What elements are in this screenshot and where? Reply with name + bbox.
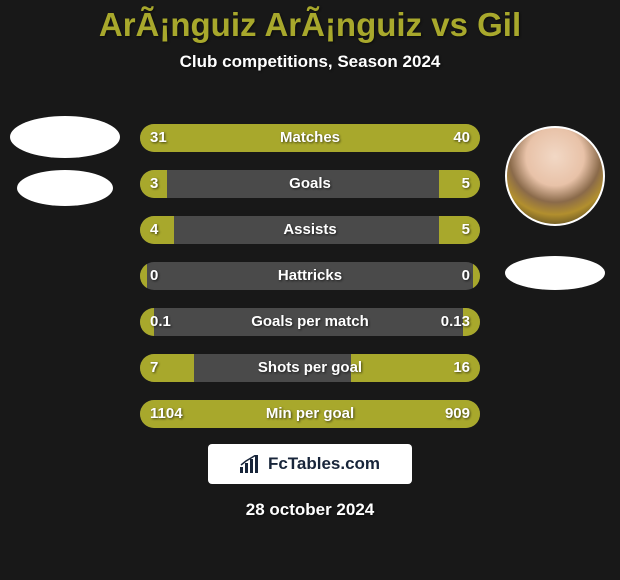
left-player-avatar-placeholder bbox=[10, 116, 120, 158]
footer-brand-text: FcTables.com bbox=[268, 454, 380, 474]
page-subtitle: Club competitions, Season 2024 bbox=[0, 52, 620, 72]
stat-row: 0.10.13Goals per match bbox=[140, 308, 480, 336]
date-text: 28 october 2024 bbox=[0, 500, 620, 520]
stat-row: 1104909Min per goal bbox=[140, 400, 480, 428]
stat-row: 45Assists bbox=[140, 216, 480, 244]
stat-row: 00Hattricks bbox=[140, 262, 480, 290]
stat-label: Goals per match bbox=[140, 308, 480, 336]
stat-label: Goals bbox=[140, 170, 480, 198]
left-player-club-placeholder bbox=[17, 170, 113, 206]
stat-label: Matches bbox=[140, 124, 480, 152]
stat-row: 716Shots per goal bbox=[140, 354, 480, 382]
stat-label: Shots per goal bbox=[140, 354, 480, 382]
stats-container: 3140Matches 35Goals 45Assists 00Hattricks 0.… bbox=[140, 124, 480, 446]
left-player-column bbox=[10, 116, 120, 206]
right-player-avatar bbox=[505, 126, 605, 226]
stat-label: Min per goal bbox=[140, 400, 480, 428]
stat-label: Assists bbox=[140, 216, 480, 244]
chart-icon bbox=[240, 455, 262, 473]
footer-brand-badge: FcTables.com bbox=[208, 444, 412, 484]
stat-row: 3140Matches bbox=[140, 124, 480, 152]
page-title: ArÃ¡nguiz ArÃ¡nguiz vs Gil bbox=[0, 0, 620, 44]
right-player-club-placeholder bbox=[505, 256, 605, 290]
comparison-card: ArÃ¡nguiz ArÃ¡nguiz vs Gil Club competit… bbox=[0, 0, 620, 580]
stat-row: 35Goals bbox=[140, 170, 480, 198]
right-player-column bbox=[500, 126, 610, 290]
stat-label: Hattricks bbox=[140, 262, 480, 290]
